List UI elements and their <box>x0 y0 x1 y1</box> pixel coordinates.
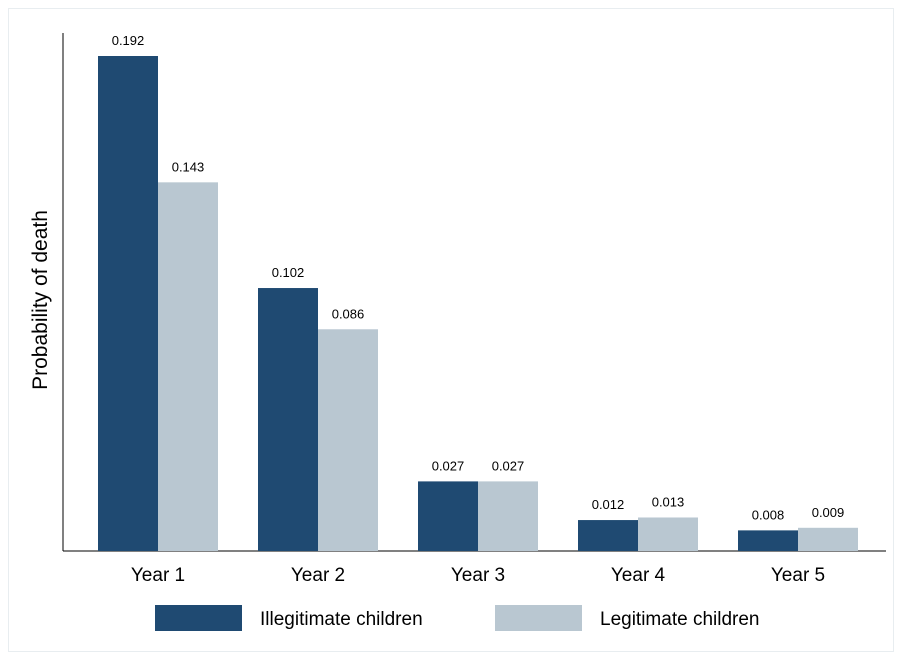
bar-legitimate-4 <box>638 517 698 551</box>
legend-swatch-illegitimate <box>155 605 242 631</box>
data-label-legitimate-2: 0.086 <box>332 306 365 321</box>
bar-illegitimate-1 <box>98 56 158 551</box>
x-tick-label-4: Year 4 <box>611 565 666 586</box>
data-label-illegitimate-1: 0.192 <box>112 33 145 48</box>
data-label-illegitimate-4: 0.012 <box>592 497 625 512</box>
data-labels-group: 0.192 0.143 0.102 0.086 0.027 0.027 0.012 0.013… <box>112 33 845 522</box>
data-label-illegitimate-2: 0.102 <box>272 265 305 280</box>
x-tick-labels-group: Year 1 Year 2 Year 3 Year 4 Year 5 <box>131 565 825 586</box>
data-label-illegitimate-3: 0.027 <box>432 458 465 473</box>
data-label-legitimate-4: 0.013 <box>652 494 685 509</box>
x-tick-label-2: Year 2 <box>291 565 345 586</box>
bars-group <box>98 56 858 551</box>
bar-illegitimate-4 <box>578 520 638 551</box>
legend-swatch-legitimate <box>495 605 582 631</box>
data-label-legitimate-1: 0.143 <box>172 159 205 174</box>
x-tick-label-1: Year 1 <box>131 565 185 586</box>
bar-illegitimate-2 <box>258 288 318 551</box>
bar-legitimate-1 <box>158 182 218 551</box>
bar-legitimate-5 <box>798 527 858 551</box>
data-label-legitimate-3: 0.027 <box>492 458 525 473</box>
x-tick-label-3: Year 3 <box>451 565 505 586</box>
x-tick-label-5: Year 5 <box>771 565 825 586</box>
bar-legitimate-3 <box>478 481 538 551</box>
data-label-legitimate-5: 0.009 <box>812 505 845 520</box>
data-label-illegitimate-5: 0.008 <box>752 507 785 522</box>
bar-illegitimate-3 <box>418 481 478 551</box>
bar-legitimate-2 <box>318 329 378 551</box>
legend: Illegitimate children Legitimate children <box>155 605 759 631</box>
legend-label-legitimate: Legitimate children <box>600 609 759 630</box>
y-axis-label: Probability of death <box>29 210 52 390</box>
bar-illegitimate-5 <box>738 530 798 551</box>
legend-label-illegitimate: Illegitimate children <box>260 609 423 630</box>
